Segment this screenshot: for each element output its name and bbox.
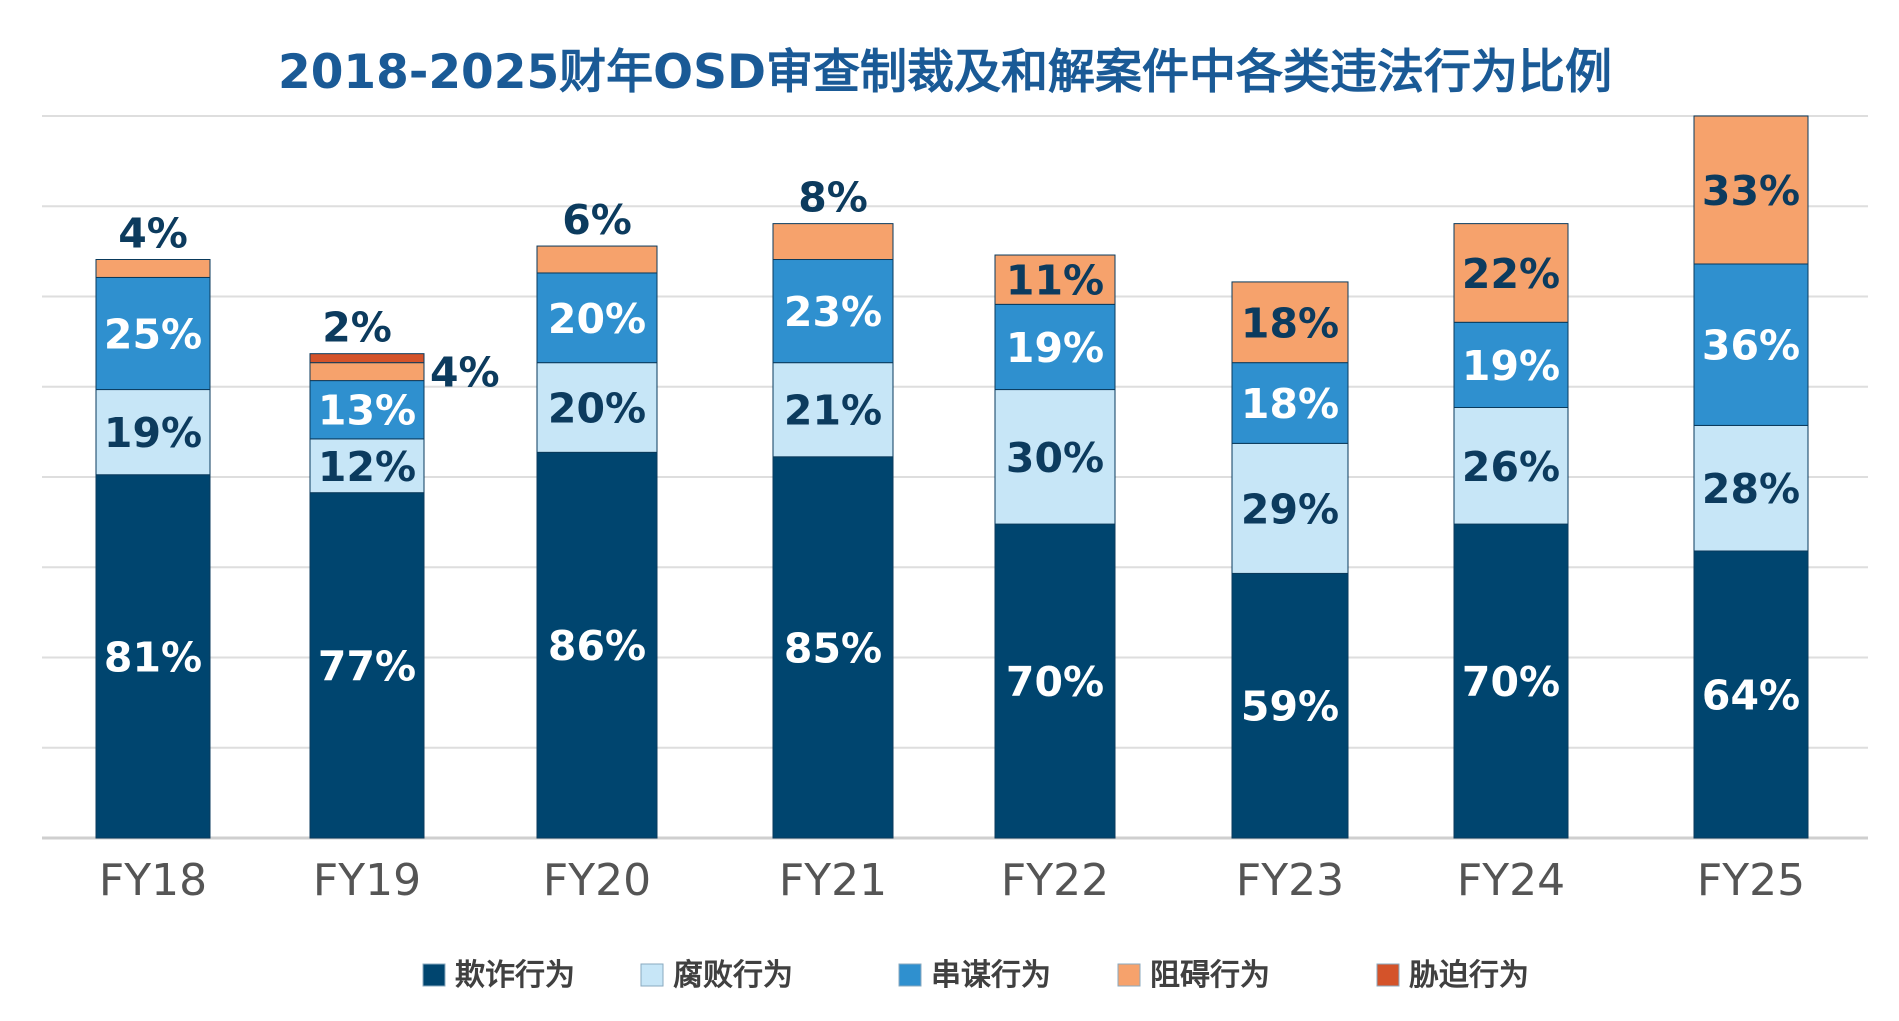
bar-segment: [309, 353, 425, 364]
legend-swatch: [422, 963, 446, 987]
data-label: 20%: [548, 295, 646, 343]
data-label: 19%: [104, 409, 202, 457]
data-label: 19%: [1006, 324, 1104, 372]
data-label: 59%: [1241, 683, 1339, 731]
data-labels: 81% 19% 25% 4% 77% 12% 13% 4% 2% 86% 20% 20% 6% 85% 21…: [104, 167, 1800, 731]
legend-label: 腐败行为: [673, 958, 793, 993]
bar-segment: [772, 456, 894, 839]
data-label: 29%: [1241, 485, 1339, 533]
x-tick-label: FY18: [99, 855, 207, 906]
legend-label: 阻碍行为: [1150, 958, 1270, 993]
data-label: 12%: [318, 443, 416, 491]
bar-segment: [309, 380, 425, 440]
bar-segment: [1231, 362, 1349, 444]
data-label: 19%: [1462, 342, 1560, 390]
legend-item: 阻碍行为: [1117, 958, 1270, 993]
data-label: 30%: [1006, 434, 1104, 482]
bar-segment: [1231, 572, 1349, 839]
bar-segment: [1453, 223, 1569, 323]
bar-segment: [536, 362, 658, 453]
bar-segment: [95, 259, 211, 278]
data-label: 25%: [104, 310, 202, 358]
bar-segment: [309, 362, 425, 382]
data-label: 21%: [784, 387, 882, 435]
bar-segment: [994, 523, 1116, 839]
data-label: 6%: [562, 196, 632, 244]
bar-segment: [994, 254, 1116, 305]
legend-swatch: [898, 963, 922, 987]
bar-segment: [95, 474, 211, 839]
bar-segment: [994, 389, 1116, 525]
data-label: 22%: [1462, 250, 1560, 298]
data-label: 18%: [1241, 380, 1339, 428]
bar-segment: [772, 259, 894, 364]
legend-swatch: [640, 963, 664, 987]
bar-segment: [95, 276, 211, 391]
data-label: 26%: [1462, 443, 1560, 491]
bar-segment: [1231, 281, 1349, 364]
x-tick-label: FY20: [543, 855, 651, 906]
bar-segment: [1453, 321, 1569, 408]
x-tick-label: FY24: [1457, 855, 1565, 906]
bar-segment: [994, 303, 1116, 391]
x-tick-label: FY23: [1236, 855, 1344, 906]
bar-segment: [536, 245, 658, 274]
data-label: 70%: [1462, 658, 1560, 706]
legend-swatch: [1117, 963, 1141, 987]
legend-label: 串谋行为: [931, 958, 1051, 993]
legend-item: 腐败行为: [640, 958, 793, 993]
data-label: 33%: [1702, 167, 1800, 215]
bar-segment: [1693, 424, 1809, 552]
bar-segment: [1453, 406, 1569, 525]
legend: 欺诈行为 腐败行为 串谋行为 阻碍行为 胁迫行为: [422, 958, 1529, 993]
data-label: 2%: [322, 304, 392, 352]
data-label: 36%: [1702, 322, 1800, 370]
data-label: 85%: [784, 624, 882, 672]
legend-label: 胁迫行为: [1409, 958, 1529, 993]
bar-segment: [1453, 523, 1569, 839]
data-label: 70%: [1006, 658, 1104, 706]
bar-segment: [1693, 115, 1809, 265]
bar-segment: [1693, 550, 1809, 839]
data-label: 81%: [104, 633, 202, 681]
bar-segment: [536, 272, 658, 364]
x-tick-label: FY25: [1697, 855, 1805, 906]
data-label: 8%: [798, 174, 868, 222]
data-label: 23%: [784, 288, 882, 336]
x-axis: FY18 FY19 FY20 FY21 FY22 FY23 FY24 FY25: [99, 855, 1805, 906]
bars: [95, 115, 1809, 839]
legend-label: 欺诈行为: [455, 958, 575, 993]
legend-item: 欺诈行为: [422, 958, 575, 993]
bar-segment: [1231, 442, 1349, 574]
data-label: 4%: [118, 210, 188, 258]
x-tick-label: FY22: [1001, 855, 1109, 906]
legend-swatch: [1376, 963, 1400, 987]
bar-segment: [536, 451, 658, 839]
data-label: 28%: [1702, 465, 1800, 513]
data-label: 4%: [430, 349, 500, 397]
x-tick-label: FY19: [313, 855, 421, 906]
bar-segment: [95, 389, 211, 476]
x-tick-label: FY21: [779, 855, 887, 906]
legend-item: 串谋行为: [898, 958, 1051, 993]
data-label: 18%: [1241, 299, 1339, 347]
chart-title: 2018-2025财年OSD审查制裁及和解案件中各类违法行为比例: [278, 45, 1612, 100]
data-label: 11%: [1006, 257, 1104, 305]
data-label: 86%: [548, 622, 646, 670]
data-label: 13%: [318, 387, 416, 435]
bar-segment: [309, 438, 425, 494]
data-label: 64%: [1702, 671, 1800, 719]
bar-segment: [1693, 263, 1809, 426]
data-label: 77%: [318, 642, 416, 690]
bar-segment: [772, 223, 894, 261]
data-label: 20%: [548, 384, 646, 432]
legend-item: 胁迫行为: [1376, 958, 1529, 993]
